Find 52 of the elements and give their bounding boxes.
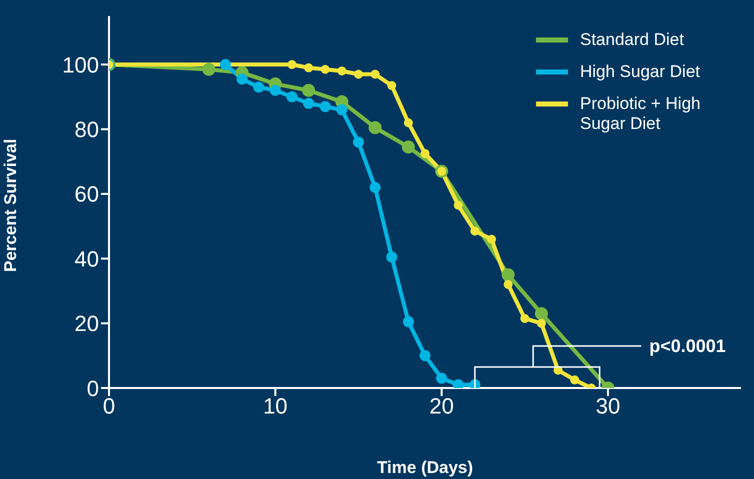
- annotation: p<0.0001: [649, 334, 726, 358]
- point: [487, 234, 496, 244]
- point: [303, 98, 314, 109]
- x-tick-label: 20: [429, 394, 454, 419]
- x-tick-label: 30: [596, 394, 620, 419]
- point: [534, 307, 548, 320]
- point: [337, 66, 346, 76]
- x-tick-label: 0: [102, 394, 116, 419]
- point: [236, 74, 248, 85]
- point: [402, 140, 415, 154]
- point: [520, 314, 530, 323]
- y-tick-label: 20: [74, 311, 99, 336]
- point: [287, 60, 296, 70]
- y-tick-label: 0: [86, 376, 99, 401]
- point: [220, 59, 231, 70]
- point: [536, 318, 546, 328]
- point: [320, 64, 330, 74]
- point: [470, 226, 480, 236]
- point: [354, 70, 363, 79]
- point: [387, 81, 396, 90]
- y-tick-label: 100: [62, 52, 99, 78]
- x-axis-title: Time (Days): [376, 458, 474, 477]
- point: [336, 104, 348, 116]
- point: [436, 372, 448, 384]
- point: [352, 136, 364, 148]
- point: [420, 350, 430, 362]
- point: [402, 316, 414, 328]
- point: [302, 84, 316, 97]
- y-axis-title: Percent Survival: [1, 138, 20, 272]
- point: [570, 375, 580, 384]
- legend-label: Probiotic + High Sugar Diet: [580, 94, 702, 134]
- y-tick-label: 80: [74, 117, 99, 142]
- point: [270, 84, 281, 96]
- x-tick-label: 10: [263, 394, 288, 419]
- point: [504, 280, 513, 289]
- point: [370, 182, 381, 193]
- point: [368, 121, 382, 134]
- point: [454, 200, 463, 210]
- y-tick-label: 60: [74, 182, 99, 207]
- point: [386, 251, 398, 262]
- legend-label: Standard Diet: [580, 30, 685, 50]
- legend-label: High Sugar Diet: [580, 62, 702, 82]
- point: [420, 148, 430, 158]
- point: [202, 62, 216, 76]
- point: [253, 82, 264, 93]
- point: [286, 91, 298, 102]
- point: [502, 268, 515, 282]
- y-tick-label: 40: [74, 246, 99, 272]
- point: [320, 101, 331, 112]
- point: [404, 118, 413, 128]
- point: [370, 70, 380, 79]
- point: [304, 63, 314, 72]
